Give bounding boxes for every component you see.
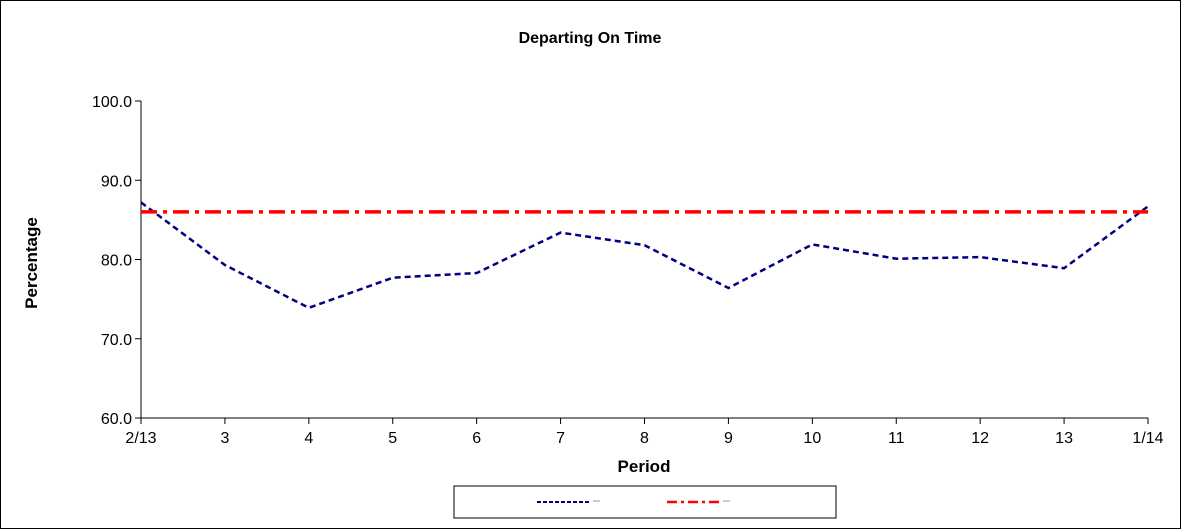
y-tick-label: 100.0 [92,94,132,111]
legend [453,485,837,519]
x-axis-label: Period [618,457,671,476]
y-tick-label: 70.0 [101,332,132,349]
y-tick-label: 80.0 [101,253,132,270]
x-tick-label: 9 [724,430,733,447]
x-tick-label: 6 [472,430,481,447]
x-tick-label: 8 [640,430,649,447]
x-tick-label: 7 [556,430,565,447]
y-tick-label: 60.0 [101,411,132,428]
x-tick-label: 10 [803,430,821,447]
y-tick-label: 90.0 [101,173,132,190]
x-tick-label: 1/14 [1132,430,1163,447]
x-tick-label: 3 [220,430,229,447]
y-axis-label: Percentage [22,217,41,309]
x-tick-label: 11 [888,430,905,447]
chart-title: Departing On Time [519,30,662,47]
legend-box [453,485,837,519]
x-tick-label: 2/13 [125,430,156,447]
x-tick-label: 12 [971,430,989,447]
x-tick-label: 5 [388,430,397,447]
x-tick-label: 13 [1055,430,1073,447]
plot-area: 60.0 70.0 80.0 90.0 100.0 2/13 3 4 5 6 7 8 9 10 11 12 13… [92,94,1164,447]
series-line-1 [140,201,1149,310]
x-tick-label: 4 [304,430,313,447]
